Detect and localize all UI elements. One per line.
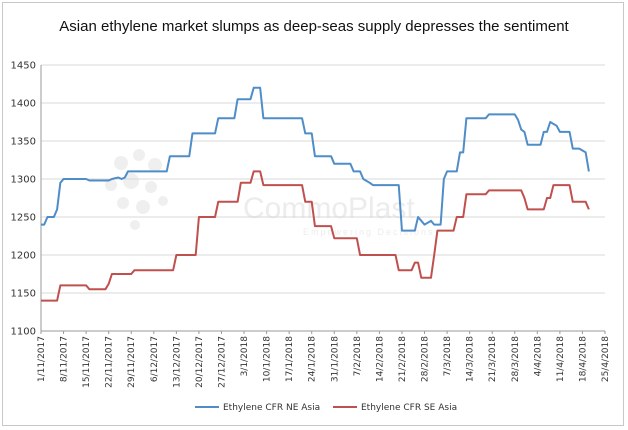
- x-tick-label: 21/3/2018: [488, 336, 498, 382]
- x-tick-label: 8/11/2017: [60, 336, 70, 382]
- chart-title: Asian ethylene market slumps as deep-sea…: [59, 18, 569, 35]
- x-tick-label: 1/11/2017: [37, 336, 47, 382]
- x-tick-label: 7/2/2018: [353, 336, 363, 377]
- x-tick-label: 3/1/2018: [240, 336, 250, 377]
- x-tick-label: 11/4/2018: [556, 336, 566, 382]
- watermark-tagline: Empowering Decisions: [303, 227, 435, 237]
- series-lines: [41, 86, 590, 302]
- x-axis: 1/11/2017 8/11/2017 15/11/2017 22/11/2017 29…: [37, 330, 611, 388]
- x-tick-label: 25/4/2018: [601, 336, 611, 382]
- y-axis: 1100 1150 1200 1250 1300 1350 1400 1450: [11, 61, 42, 338]
- x-tick-label: 4/4/2018: [533, 336, 543, 377]
- legend-label: Ethylene CFR SE Asia: [361, 403, 457, 413]
- x-tick-label: 27/12/2017: [217, 336, 227, 388]
- x-tick-label: 6/12/2017: [150, 336, 160, 382]
- y-tick-label: 1450: [11, 61, 36, 72]
- y-tick-label: 1350: [11, 137, 36, 148]
- series-line-ne-asia: [41, 86, 590, 232]
- x-tick-label: 7/3/2018: [443, 336, 453, 377]
- legend-label: Ethylene CFR NE Asia: [223, 403, 320, 413]
- legend: Ethylene CFR NE Asia Ethylene CFR SE Asia: [195, 403, 457, 413]
- y-tick-label: 1250: [11, 213, 36, 224]
- x-tick-label: 24/1/2018: [308, 336, 318, 382]
- x-tick-label: 29/11/2017: [127, 336, 137, 388]
- x-tick-label: 28/3/2018: [511, 336, 521, 382]
- chart-frame: Asian ethylene market slumps as deep-sea…: [2, 2, 624, 426]
- x-tick-label: 14/3/2018: [466, 336, 476, 382]
- watermark: CommoPlast Empowering Decisions: [105, 149, 435, 237]
- y-tick-label: 1150: [11, 289, 36, 300]
- x-tick-label: 10/1/2018: [263, 336, 273, 382]
- x-tick-label: 15/11/2017: [82, 336, 92, 388]
- y-tick-label: 1300: [11, 175, 36, 186]
- x-tick-label: 13/12/2017: [172, 336, 182, 388]
- x-tick-label: 21/2/2018: [398, 336, 408, 382]
- y-tick-label: 1400: [11, 99, 36, 110]
- x-tick-label: 17/1/2018: [285, 336, 295, 382]
- watermark-logo-dots: [105, 149, 168, 230]
- x-tick-label: 18/4/2018: [578, 336, 588, 382]
- y-tick-label: 1100: [11, 327, 36, 338]
- y-tick-label: 1200: [11, 251, 36, 262]
- series-line-se-asia: [41, 170, 590, 302]
- x-tick-label: 31/1/2018: [330, 336, 340, 382]
- x-tick-label: 20/12/2017: [195, 336, 205, 388]
- x-tick-label: 28/2/2018: [421, 336, 431, 382]
- x-tick-label: 14/2/2018: [375, 336, 385, 382]
- line-chart: Asian ethylene market slumps as deep-sea…: [11, 18, 611, 413]
- watermark-brand: CommoPlast: [243, 192, 415, 225]
- x-tick-label: 22/11/2017: [105, 336, 115, 388]
